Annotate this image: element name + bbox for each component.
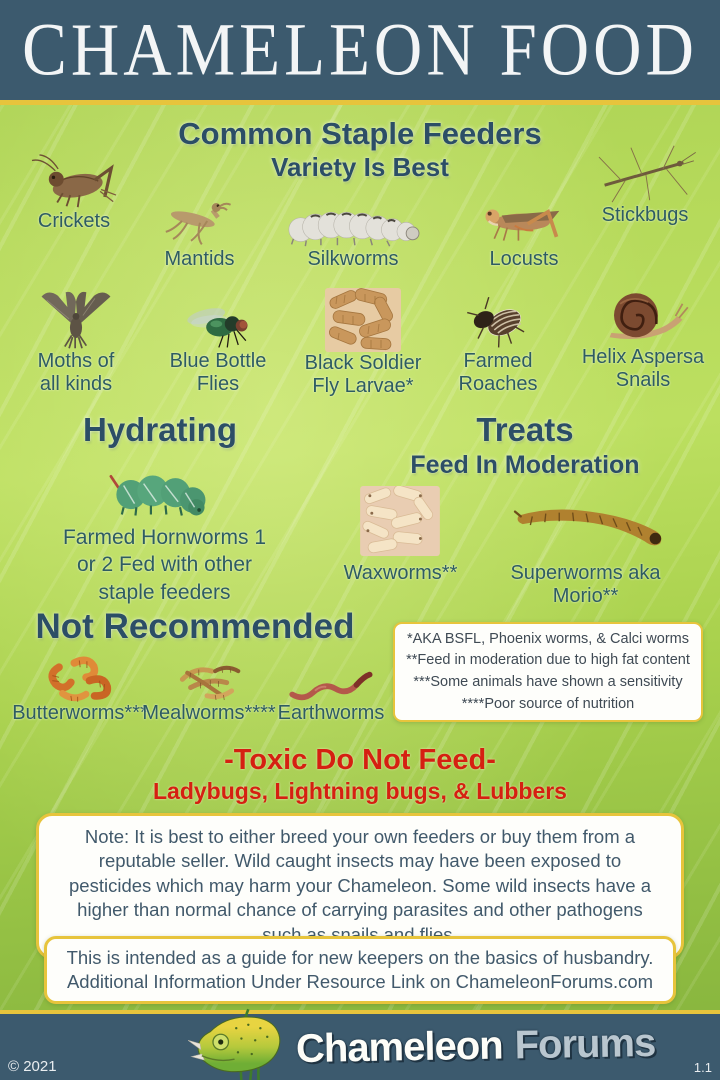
poster-title: CHAMELEON FOOD bbox=[22, 8, 698, 91]
staple-item-roaches: Farmed Roaches bbox=[444, 294, 552, 396]
staple-item-locusts: Locusts bbox=[460, 194, 588, 271]
note-box: Note: It is best to either breed your ow… bbox=[36, 813, 684, 960]
toxic-heading: -Toxic Do Not Feed- bbox=[224, 744, 496, 776]
toxic-subheading: Ladybugs, Lightning bugs, & Lubbers bbox=[153, 778, 567, 804]
treats-item-superworms bbox=[505, 500, 675, 552]
waxworms-label: Waxworms** bbox=[343, 562, 458, 584]
butterworms-image bbox=[33, 652, 129, 706]
notrec-item-mealworms bbox=[152, 658, 262, 704]
staple-item-snails: Helix Aspersa Snails bbox=[572, 286, 714, 392]
blue-bottle-flies-label: Blue Bottle Flies bbox=[169, 350, 267, 395]
moths-image bbox=[29, 286, 123, 350]
staple-item-silkworms: Silkworms bbox=[282, 196, 424, 271]
hydrating-heading: Hydrating bbox=[82, 411, 237, 448]
earthworms-image bbox=[284, 668, 376, 702]
superworms-image bbox=[510, 500, 670, 552]
earthworms-label: Earthworms bbox=[277, 702, 385, 724]
guide-line-1: This is intended as a guide for new keep… bbox=[66, 947, 654, 968]
footnotes-box: *AKA BSFL, Phoenix worms, & Calci worms … bbox=[393, 622, 703, 722]
helix-aspersa-snails-label: Helix Aspersa Snails bbox=[581, 346, 705, 391]
butterworms-label: Butterworms*** bbox=[12, 702, 148, 724]
treats-subheading: Feed In Moderation bbox=[410, 451, 640, 479]
notrec-item-butterworms bbox=[16, 652, 146, 706]
notrec-item-earthworms bbox=[282, 668, 378, 702]
not-recommended-heading: Not Recommended bbox=[35, 607, 355, 646]
farmed-roaches-label: Farmed Roaches bbox=[458, 350, 538, 395]
treats-item-waxworms bbox=[350, 486, 450, 556]
staple-item-bsfl: Black Soldier Fly Larvae* bbox=[298, 288, 428, 398]
staple-item-mantids: Mantids bbox=[142, 192, 257, 271]
hydrating-caption: Farmed Hornworms 1 or 2 Fed with other s… bbox=[62, 526, 267, 604]
black-soldier-fly-larvae-label: Black Soldier Fly Larvae* bbox=[304, 352, 422, 397]
silkworms-image bbox=[284, 196, 422, 248]
mantids-image bbox=[152, 192, 248, 248]
moths-label: Moths of all kinds bbox=[37, 350, 115, 395]
staple-item-blue-bottle-flies: Blue Bottle Flies bbox=[152, 294, 284, 396]
locusts-label: Locusts bbox=[489, 248, 559, 270]
blue-bottle-flies-image bbox=[176, 294, 260, 350]
hydrating-item-hornworms bbox=[95, 458, 225, 520]
locusts-image bbox=[474, 194, 574, 248]
black-soldier-fly-larvae-image bbox=[325, 288, 401, 352]
mealworms-label: Mealworms**** bbox=[142, 702, 276, 724]
stickbugs-label: Stickbugs bbox=[601, 204, 689, 226]
staple-item-stickbugs: Stickbugs bbox=[580, 142, 710, 227]
staple-item-moths: Moths of all kinds bbox=[18, 286, 134, 396]
farmed-hornworms-image bbox=[99, 458, 221, 520]
staple-item-crickets: Crickets bbox=[14, 152, 134, 233]
footnote-line-4: ****Poor source of nutrition bbox=[461, 695, 635, 712]
brand-chameleon-text: Chameleon bbox=[295, 1023, 503, 1071]
footnote-line-3: ***Some animals have shown a sensitivity bbox=[413, 674, 683, 690]
silkworms-label: Silkworms bbox=[307, 248, 399, 270]
waxworms-image bbox=[359, 486, 441, 556]
brand-wordmark: Chameleon Forums bbox=[295, 1011, 656, 1080]
mantids-label: Mantids bbox=[164, 248, 235, 270]
version-text: 1.1 bbox=[693, 1060, 712, 1075]
guide-box: This is intended as a guide for new keep… bbox=[44, 936, 676, 1005]
footnote-line-2: **Feed in moderation due to high fat con… bbox=[406, 652, 690, 669]
mealworms-image bbox=[159, 658, 255, 704]
helix-aspersa-snails-image bbox=[591, 286, 695, 346]
treats-heading: Treats bbox=[476, 411, 574, 448]
crickets-label: Crickets bbox=[37, 210, 111, 232]
note-text: Note: It is best to either breed your ow… bbox=[69, 826, 651, 945]
crickets-image bbox=[26, 152, 122, 210]
guide-line-2: Additional Information Under Resource Li… bbox=[66, 971, 654, 993]
brand-forums-text: Forums bbox=[514, 1020, 656, 1067]
superworms-label: Superworms aka Morio** bbox=[510, 562, 661, 607]
footer-banner: © 2021 1.1 bbox=[0, 1008, 720, 1080]
staple-heading: Common Staple Feeders bbox=[178, 116, 542, 151]
copyright-text: © 2021 bbox=[8, 1058, 57, 1075]
stickbugs-image bbox=[591, 142, 699, 204]
staple-subheading: Variety Is Best bbox=[271, 152, 449, 182]
farmed-roaches-image bbox=[462, 294, 534, 350]
header-banner: CHAMELEON FOOD bbox=[0, 0, 720, 105]
footnote-line-1: *AKA BSFL, Phoenix worms, & Calci worms bbox=[406, 630, 690, 647]
chameleon-logo-icon bbox=[188, 1002, 300, 1080]
